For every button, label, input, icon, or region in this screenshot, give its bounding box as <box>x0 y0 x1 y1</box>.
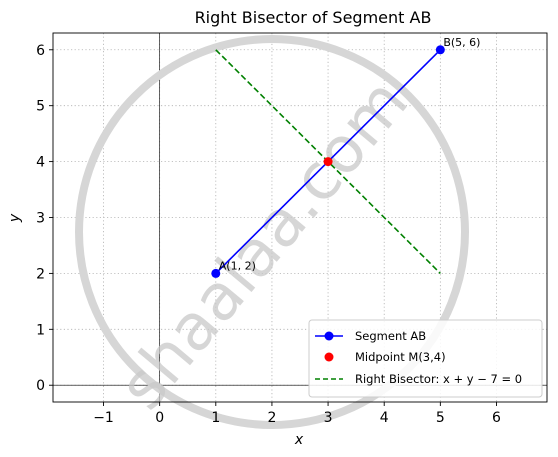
midpoint-marker <box>323 157 333 167</box>
y-tick-label: 5 <box>36 99 45 115</box>
x-axis-ticks: −1 0 1 2 3 4 5 6 <box>93 402 501 426</box>
legend-midpoint-label: Midpoint M(3,4) <box>355 350 446 364</box>
x-tick-label: −1 <box>93 410 114 426</box>
x-tick-label: 4 <box>380 410 389 426</box>
x-tick-label: 5 <box>436 410 445 426</box>
legend-midpoint-marker <box>324 352 334 362</box>
chart-title: Right Bisector of Segment AB <box>195 8 432 27</box>
legend-segment-marker <box>324 331 334 341</box>
y-axis-label: y <box>7 213 23 223</box>
y-tick-label: 4 <box>36 155 45 171</box>
x-tick-label: 1 <box>211 410 220 426</box>
point-label: A(1, 2) <box>219 259 256 272</box>
watermark-ring <box>75 35 469 429</box>
x-tick-label: 2 <box>267 410 276 426</box>
legend: Segment AB Midpoint M(3,4) Right Bisector:… <box>308 319 543 398</box>
legend-segment-label: Segment AB <box>355 329 426 343</box>
point-label: B(5, 6) <box>443 36 480 49</box>
y-tick-label: 1 <box>36 322 45 338</box>
x-axis-label: x <box>294 432 304 448</box>
annotations: A(1, 2) B(5, 6) <box>219 36 481 273</box>
segment-ab-point <box>435 45 445 55</box>
legend-box <box>308 319 543 398</box>
y-tick-label: 2 <box>36 266 45 282</box>
x-tick-label: 0 <box>155 410 164 426</box>
x-tick-label: 3 <box>324 410 333 426</box>
legend-bisector-label: Right Bisector: x + y − 7 = 0 <box>355 372 522 386</box>
y-tick-label: 3 <box>36 211 45 227</box>
x-tick-label: 6 <box>492 410 501 426</box>
y-tick-label: 0 <box>36 378 45 394</box>
segment-ab-point <box>211 268 221 278</box>
y-axis-ticks: 0 1 2 3 4 5 6 <box>36 43 53 394</box>
y-tick-label: 6 <box>36 43 45 59</box>
plot-series <box>211 45 445 278</box>
